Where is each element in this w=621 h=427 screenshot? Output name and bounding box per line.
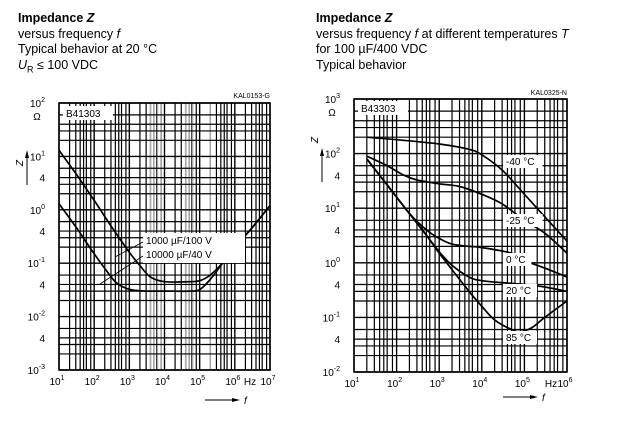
series-line-85-c: [366, 158, 568, 333]
annotation-leader: [114, 241, 144, 258]
x-tick-label: 103: [120, 375, 135, 388]
y-tick-label: 4: [39, 227, 45, 238]
annotation-label: 1000 µF/100 V: [146, 236, 212, 247]
annotation-bg: [503, 214, 543, 227]
y-axis-arrow-icon: [320, 148, 324, 156]
series-label: B43303: [361, 104, 396, 115]
annotation-label: -25 °C: [506, 216, 534, 227]
figure-code: KAL0153-G: [233, 93, 270, 100]
y-tick-label: 101: [325, 202, 340, 215]
y-tick-label: 10-3: [28, 364, 45, 377]
series-label-bg: [358, 101, 408, 115]
y-tick-label: 10-2: [28, 311, 45, 324]
y-axis-label: Z: [15, 159, 26, 167]
x-axis-arrow-icon: [232, 398, 240, 402]
annotation-bg: [503, 253, 532, 266]
series-label: B41303: [66, 109, 101, 120]
y-unit-label: Ω: [33, 112, 41, 123]
left-chart: B41303 KAL0153-G 1000 µF/100 V 10000 µF/40 …: [15, 93, 276, 407]
y-tick-label: 102: [30, 97, 45, 110]
annotation-label: 20 °C: [506, 286, 531, 297]
plot-frame: [353, 98, 568, 373]
left-chart-header: Impedance Z versus frequency f Typical b…: [18, 11, 157, 78]
y-unit-label: Ω: [328, 108, 336, 119]
annotation-bg: [143, 233, 245, 263]
annotation-label: 10000 µF/40 V: [146, 250, 212, 261]
left-chart-subtitle-2: Typical behavior at 20 °C: [18, 42, 158, 56]
y-tick-label: 10-2: [323, 366, 340, 379]
x-tick-label: 103: [430, 377, 445, 390]
figure-code: KAL0325-N: [531, 90, 567, 97]
series-line--40-c: [366, 136, 568, 242]
annotation-bg: [503, 155, 543, 168]
y-tick-label: 102: [325, 148, 340, 161]
x-axis-label: f: [542, 393, 546, 404]
plot-frame: [58, 102, 271, 371]
x-tick-label: 104: [472, 377, 487, 390]
right-chart-subtitle-1: versus frequency f at different temperat…: [316, 26, 569, 41]
x-axis-arrow-icon: [530, 395, 538, 399]
x-tick-label: 106: [557, 377, 572, 390]
annotation-leader: [99, 255, 144, 285]
y-tick-label: 4: [334, 226, 340, 237]
y-tick-label: 4: [39, 174, 45, 185]
right-chart: B43303 KAL0325-N -40 °C -25 °C 0 °C 20 °C 85 °…: [310, 90, 573, 404]
y-tick-label: 4: [334, 171, 340, 182]
x-tick-label: 102: [387, 377, 402, 390]
series-label-bg: [63, 106, 113, 120]
annotation-label: 85 °C: [506, 333, 531, 344]
x-tick-label: 104: [155, 375, 170, 388]
y-tick-label: 100: [325, 257, 340, 270]
x-tick-label: 106: [225, 375, 240, 388]
y-tick-label: 101: [30, 150, 45, 163]
x-tick-label: 101: [49, 375, 64, 388]
y-tick-label: 4: [39, 280, 45, 291]
annotation-bg: [503, 284, 537, 297]
left-chart-title: Impedance Z: [18, 11, 95, 25]
x-axis-label: f: [244, 396, 248, 407]
right-chart-title: Impedance Z: [316, 11, 393, 25]
x-tick-label: 102: [85, 375, 100, 388]
x-tick-label: 107: [260, 375, 275, 388]
y-tick-label: 10-1: [323, 311, 340, 324]
y-tick-label: 103: [325, 93, 340, 106]
right-chart-subtitle-2: for 100 µF/400 VDC: [316, 42, 428, 56]
y-tick-label: 4: [39, 334, 45, 345]
x-unit-label: Hz: [244, 377, 256, 388]
x-unit-label: Hz: [545, 379, 557, 390]
annotation-bg: [503, 331, 537, 344]
y-axis-label: Z: [310, 136, 321, 144]
right-chart-header: Impedance Z versus frequency f at differ…: [316, 11, 569, 73]
left-chart-subtitle-1: versus frequency f: [18, 26, 121, 41]
x-tick-label: 105: [515, 377, 530, 390]
x-tick-label: 105: [190, 375, 205, 388]
annotation-label: -40 °C: [506, 157, 534, 168]
annotation-label: 0 °C: [506, 255, 526, 266]
y-tick-label: 100: [30, 204, 45, 217]
y-tick-label: 4: [334, 281, 340, 292]
x-tick-label: 101: [344, 377, 359, 390]
y-tick-label: 4: [334, 335, 340, 346]
left-chart-subtitle-3: UR ≤ 100 VDC: [18, 57, 99, 75]
y-axis-arrow-icon: [25, 150, 29, 158]
right-chart-subtitle-3: Typical behavior: [316, 57, 407, 72]
y-tick-label: 10-1: [28, 257, 45, 270]
